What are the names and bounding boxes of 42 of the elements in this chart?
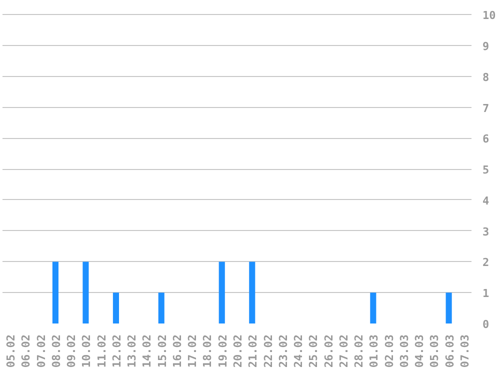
x-tick-label: 15.02 — [156, 334, 169, 368]
x-tick-label: 26.02 — [322, 334, 336, 368]
x-tick-label: 18.02 — [201, 334, 214, 368]
y-tick-label: 2 — [482, 256, 490, 270]
x-tick-label: 07.03 — [458, 334, 472, 368]
x-tick-label: 07.02 — [34, 334, 48, 368]
x-tick-label: 20.02 — [232, 334, 244, 368]
x-tick-label: 02.03 — [382, 334, 396, 368]
x-tick-label: 05.03 — [428, 334, 442, 368]
x-tick-label: 23.02 — [276, 334, 290, 368]
y-tick-label: 9 — [482, 40, 490, 54]
x-tick-label: 22.02 — [262, 334, 275, 368]
y-tick-label: 7 — [482, 102, 490, 115]
y-tick-label: 1 — [482, 287, 490, 300]
y-tick-label: 5 — [482, 164, 490, 177]
x-tick-label: 19.02 — [216, 334, 230, 368]
x-tick-label: 27.02 — [337, 334, 350, 368]
y-tick-label: 0 — [482, 318, 490, 331]
x-tick-label: 10.02 — [80, 334, 94, 368]
x-tick-label: 21.02 — [246, 334, 260, 368]
x-tick-label: 03.03 — [398, 334, 411, 368]
y-tick-label: 10 — [482, 9, 496, 22]
x-tick-label: 28.02 — [352, 334, 366, 368]
x-tick-label: 04.03 — [413, 334, 426, 368]
x-tick-label: 24.02 — [292, 334, 306, 368]
x-tick-label: 16.02 — [170, 334, 184, 368]
x-tick-label: 09.02 — [65, 334, 78, 368]
x-tick-label: 17.02 — [186, 334, 200, 368]
y-tick-label: 8 — [482, 70, 490, 84]
x-tick-label: 14.02 — [140, 334, 154, 368]
x-tick-label: 12.02 — [110, 334, 124, 368]
x-tick-label: 06.03 — [443, 334, 456, 368]
y-tick-label: 6 — [482, 132, 490, 146]
y-tick-label: 3 — [482, 225, 490, 238]
y-tick-label: 4 — [482, 194, 490, 208]
x-tick-label: 13.02 — [126, 334, 139, 368]
x-tick-label: 05.02 — [4, 334, 18, 368]
x-tick-label: 06.02 — [20, 334, 33, 368]
x-tick-label: 01.03 — [368, 334, 381, 368]
x-tick-label: 11.02 — [95, 334, 108, 368]
x-tick-label: 25.02 — [307, 334, 320, 368]
x-tick-label: 08.02 — [50, 334, 63, 368]
